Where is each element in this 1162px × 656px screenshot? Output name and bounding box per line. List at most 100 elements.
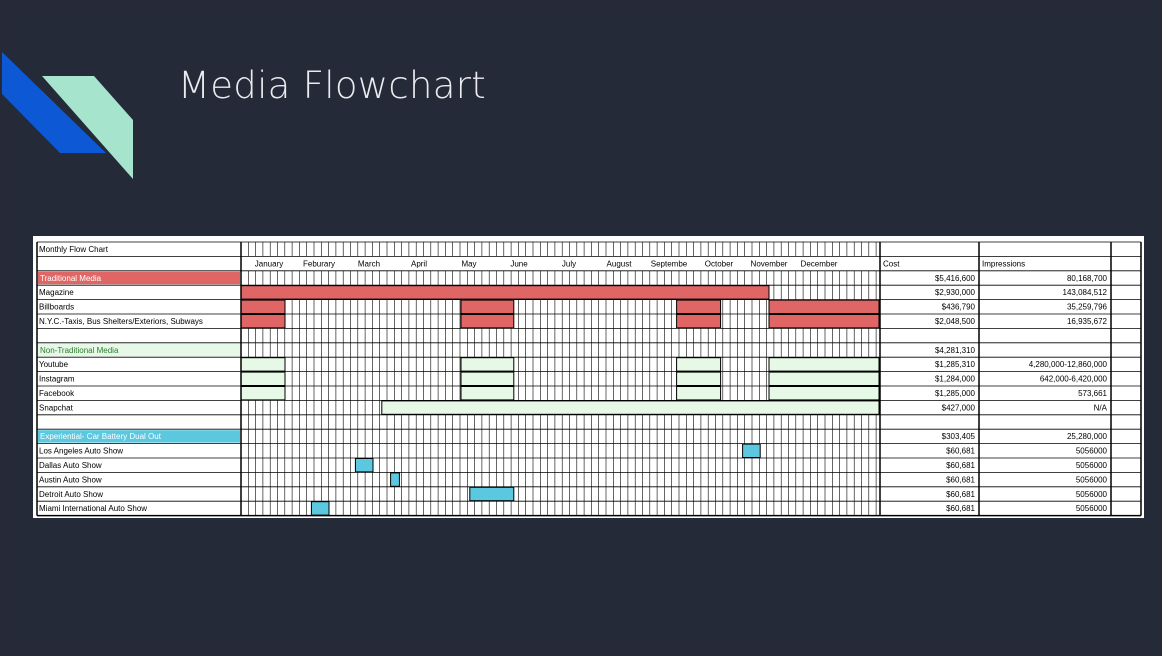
month-label: July	[562, 259, 576, 268]
cost-cell	[880, 429, 979, 444]
impressions-cell	[979, 270, 1111, 286]
row-impressions: 5056000	[1076, 447, 1108, 456]
corner-decoration	[2, 52, 133, 179]
month-label: December	[801, 259, 838, 268]
impressions-cell	[979, 472, 1111, 487]
section-label: Non-Traditional Media	[40, 346, 119, 355]
schedule-bar	[240, 285, 770, 300]
label-cell	[37, 486, 241, 502]
section-impressions: 25,280,000	[1067, 432, 1108, 441]
row-cost: $60,681	[946, 504, 975, 513]
row-cost: $60,681	[946, 461, 975, 470]
row-cost: $1,285,000	[935, 389, 976, 398]
row-label: Dallas Auto Show	[39, 461, 102, 470]
impressions-cell	[979, 256, 1111, 271]
impressions-cell	[979, 371, 1111, 386]
schedule-bar	[240, 357, 286, 372]
label-cell	[37, 400, 241, 415]
row-label: Miami International Auto Show	[39, 504, 147, 513]
schedule-bar	[240, 314, 286, 329]
chart-title: Monthly Flow Chart	[39, 245, 109, 254]
schedule-bar	[381, 400, 880, 415]
label-cell	[37, 414, 241, 430]
row-label: Austin Auto Show	[39, 475, 102, 484]
schedule-bar	[240, 371, 286, 387]
schedule-bar	[240, 299, 286, 314]
section-label: Experiential- Car Battery Dual Out	[40, 432, 162, 441]
cost-cell	[880, 400, 979, 415]
row-impressions: 5056000	[1076, 461, 1108, 470]
row-label: Magazine	[39, 288, 74, 297]
row-impressions: 4,280,000-12,860,000	[1029, 360, 1108, 369]
cost-cell	[880, 371, 979, 386]
month-label: March	[358, 259, 380, 268]
row-impressions: 5056000	[1076, 475, 1108, 484]
section-label-bg	[38, 343, 240, 357]
impressions-cell	[979, 357, 1111, 372]
label-cell	[37, 371, 241, 386]
section-impressions: 80,168,700	[1067, 274, 1108, 283]
schedule-bar	[460, 357, 515, 372]
row-label: N.Y.C.-Taxis, Bus Shelters/Exteriors, Su…	[39, 317, 203, 326]
impressions-cell	[979, 342, 1111, 358]
schedule-bar	[676, 371, 722, 387]
schedule-bar	[354, 458, 374, 473]
row-cost: $2,048,500	[935, 317, 976, 326]
row-cost: $427,000	[942, 403, 976, 412]
row-impressions: 5056000	[1076, 490, 1108, 499]
label-cell	[37, 314, 241, 329]
row-cost: $60,681	[946, 475, 975, 484]
cost-cell	[880, 472, 979, 487]
media-flow-chart: Monthly Flow Chart January Feburary March Ap…	[33, 236, 1144, 518]
schedule-bar	[768, 357, 880, 372]
row-impressions: N/A	[1094, 403, 1108, 412]
cost-cell	[880, 357, 979, 372]
flow-chart-svg: Monthly Flow Chart January Feburary March Ap…	[36, 241, 1142, 517]
section-cost: $5,416,600	[935, 274, 976, 283]
row-label: Detroit Auto Show	[39, 490, 103, 499]
schedule-bar	[676, 386, 722, 401]
label-cell	[37, 328, 241, 343]
month-label: April	[411, 259, 427, 268]
cost-cell	[880, 270, 979, 286]
impressions-cell	[979, 458, 1111, 473]
schedule-bar	[460, 371, 515, 387]
label-cell	[37, 357, 241, 372]
impressions-cell	[979, 299, 1111, 314]
row-cost: $60,681	[946, 490, 975, 499]
month-label: August	[607, 259, 633, 268]
cost-cell	[880, 299, 979, 314]
schedule-bar	[768, 299, 880, 314]
row-cost: $436,790	[942, 303, 976, 312]
schedule-bar	[676, 314, 722, 329]
cost-cell	[880, 458, 979, 473]
month-label: October	[705, 259, 734, 268]
schedule-bar	[390, 472, 400, 487]
schedule-bar	[460, 314, 515, 329]
cost-cell	[880, 242, 979, 257]
month-label: November	[751, 259, 788, 268]
label-cell	[37, 443, 241, 458]
schedule-bar	[460, 386, 515, 401]
impressions-cell	[979, 386, 1111, 401]
schedule-bar	[676, 357, 722, 372]
row-label: Snapchat	[39, 403, 74, 412]
cost-cell	[880, 501, 979, 516]
cost-cell	[880, 256, 979, 271]
cost-header: Cost	[883, 259, 900, 268]
impressions-cell	[979, 486, 1111, 502]
cost-cell	[880, 285, 979, 300]
impressions-cell	[979, 400, 1111, 415]
row-impressions: 143,084,512	[1063, 288, 1108, 297]
row-cost: $60,681	[946, 447, 975, 456]
row-impressions: 35,259,796	[1067, 303, 1108, 312]
row-label: Los Angeles Auto Show	[39, 447, 123, 456]
cost-cell	[880, 486, 979, 502]
section-cost: $4,281,310	[935, 346, 976, 355]
section-label-bg	[38, 430, 240, 443]
label-cell	[37, 458, 241, 473]
month-label: Septembe	[651, 259, 688, 268]
row-impressions: 573,661	[1078, 389, 1107, 398]
impressions-cell	[979, 285, 1111, 300]
